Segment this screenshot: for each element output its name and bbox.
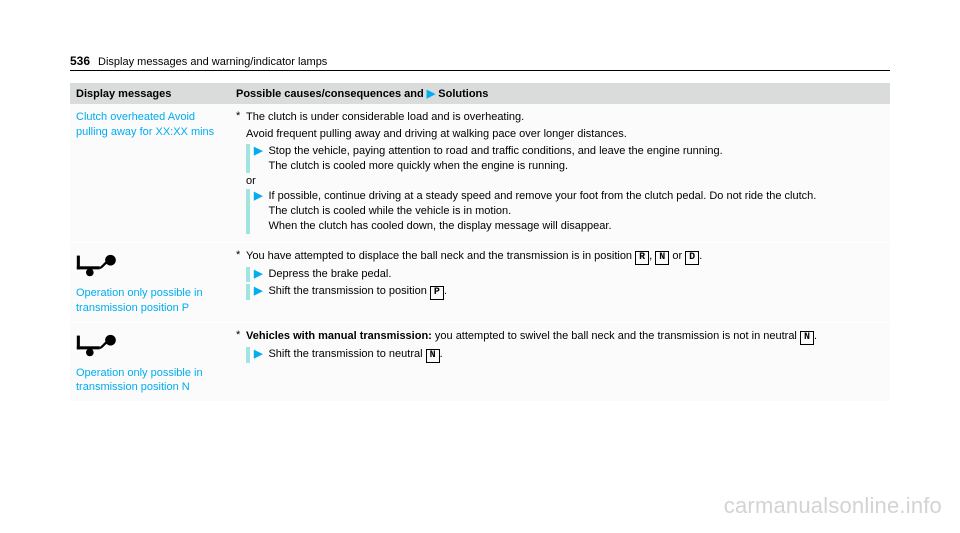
action-step: ▶ If possible, continue driving at a stea… (246, 189, 884, 234)
cause-block: *You have attempted to displace the ball… (236, 249, 884, 302)
asterisk-icon: * (236, 249, 246, 302)
page-header: 536 Display messages and warning/indicat… (70, 54, 890, 71)
or-text: or (246, 175, 884, 187)
action-text: Shift the transmission to neutral N. (268, 347, 884, 363)
table-row: Operation only possible in transmission … (70, 242, 890, 322)
action-text: Stop the vehicle, paying attention to ro… (268, 144, 884, 174)
cause-block: *The clutch is under considerable load a… (236, 110, 884, 236)
table-row: Operation only possible in transmission … (70, 322, 890, 402)
page-number: 536 (70, 54, 90, 68)
page-title: Display messages and warning/indicator l… (98, 56, 327, 68)
display-message-text: Operation only possible in transmission … (76, 286, 224, 316)
action-bar (246, 267, 250, 282)
cell-display: Operation only possible in transmission … (70, 322, 230, 402)
watermark: carmanualsonline.info (724, 493, 942, 519)
gear-d-icon: D (685, 251, 699, 265)
action-arrow-icon: ▶ (254, 189, 262, 204)
col-header-display: Display messages (70, 83, 230, 104)
display-message-text: Clutch overheated Avoid pulling away for… (76, 110, 224, 140)
action-arrow-icon: ▶ (254, 284, 262, 299)
action-arrow-icon: ▶ (254, 267, 262, 282)
col-header-causes: Possible causes/consequences and ▶ Solut… (230, 83, 890, 104)
gear-n-icon: N (426, 349, 440, 363)
action-step: ▶ Shift the transmission to neutral N. (246, 347, 884, 363)
trailer-hitch-icon (76, 331, 122, 357)
action-text: Shift the transmission to position P. (268, 284, 884, 300)
action-arrow-icon: ▶ (254, 144, 262, 159)
action-arrow-icon: ▶ (254, 347, 262, 362)
page: 536 Display messages and warning/indicat… (0, 0, 960, 402)
action-bar (246, 284, 250, 300)
cell-display: Clutch overheated Avoid pulling away for… (70, 104, 230, 242)
cause-block: *Vehicles with manual transmission: you … (236, 329, 884, 365)
cell-causes: *Vehicles with manual transmission: you … (230, 322, 890, 402)
asterisk-icon: * (236, 329, 246, 365)
cell-display: Operation only possible in transmission … (70, 242, 230, 322)
action-step: ▶ Depress the brake pedal. (246, 267, 884, 282)
table-row: Clutch overheated Avoid pulling away for… (70, 104, 890, 242)
asterisk-icon: * (236, 110, 246, 236)
gear-r-icon: R (635, 251, 649, 265)
action-step: ▶ Stop the vehicle, paying attention to r… (246, 144, 884, 174)
action-text: If possible, continue driving at a stead… (268, 189, 884, 234)
gear-n-icon: N (800, 331, 814, 345)
action-bar (246, 347, 250, 363)
action-step: ▶ Shift the transmission to position P. (246, 284, 884, 300)
cell-causes: *You have attempted to displace the ball… (230, 242, 890, 322)
display-message-text: Operation only possible in transmission … (76, 366, 224, 396)
arrow-icon: ▶ (427, 88, 435, 100)
gear-n-icon: N (655, 251, 669, 265)
action-text: Depress the brake pedal. (268, 267, 884, 282)
gear-p-icon: P (430, 286, 444, 300)
action-bar (246, 189, 250, 234)
table-header-row: Display messages Possible causes/consequ… (70, 83, 890, 104)
trailer-hitch-icon (76, 251, 122, 277)
cell-causes: *The clutch is under considerable load a… (230, 104, 890, 242)
action-bar (246, 144, 250, 174)
messages-table: Display messages Possible causes/consequ… (70, 83, 890, 402)
